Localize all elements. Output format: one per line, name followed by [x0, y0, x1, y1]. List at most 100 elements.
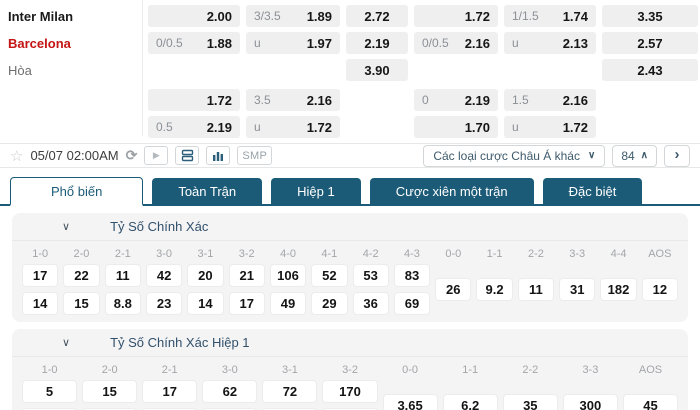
- odds-cell[interactable]: 3/3.5 1.89: [246, 5, 340, 27]
- score-odds-cell[interactable]: 72: [262, 380, 318, 403]
- score-column-4-4: 4-4 182: [600, 245, 637, 315]
- market-count-button[interactable]: 84 ∧: [612, 144, 657, 167]
- score-odds-cell[interactable]: 300: [562, 394, 618, 410]
- score-column-3-2: 3-2 170 141: [322, 361, 378, 410]
- odds-cell[interactable]: u 1.72: [246, 116, 340, 138]
- score-odds-cell[interactable]: 49: [269, 292, 307, 315]
- score-odds-cell[interactable]: 83: [393, 264, 431, 287]
- other-asian-markets-dropdown[interactable]: Các loại cược Châu Á khác ∨: [423, 144, 606, 167]
- score-odds-cell[interactable]: 170: [322, 380, 378, 403]
- score-odds-cell[interactable]: 8.8: [104, 292, 141, 315]
- score-odds-cell[interactable]: 52: [311, 264, 348, 287]
- odds-cell[interactable]: 1.72: [148, 89, 240, 111]
- score-column-1-1: 1-1 9.2: [476, 245, 513, 315]
- score-odds-cell[interactable]: 53: [352, 264, 389, 287]
- tab-cuoc-xien[interactable]: Cược xiên một trận: [369, 178, 534, 204]
- score-column-3-3: 3-3 31: [559, 245, 596, 315]
- score-column-aos: AOS 45: [622, 361, 679, 410]
- odds-cell[interactable]: 0.5 2.19: [148, 116, 240, 138]
- score-odds-cell[interactable]: 3.65: [382, 394, 438, 410]
- score-odds-cell[interactable]: 31: [559, 278, 596, 301]
- smp-badge[interactable]: SMP: [237, 146, 273, 165]
- score-odds-cell[interactable]: 69: [393, 292, 431, 315]
- odds-spacer: [414, 59, 498, 81]
- odds-cell[interactable]: 1.70: [414, 116, 498, 138]
- odds-value: 1.89: [306, 8, 332, 24]
- odds-cell[interactable]: u 2.13: [504, 32, 596, 54]
- score-odds-cell[interactable]: 17: [142, 380, 198, 403]
- section-header-correct-score[interactable]: ∨ Tỷ Số Chính Xác: [12, 213, 688, 241]
- score-odds-cell[interactable]: 26: [435, 278, 472, 301]
- score-odds-cell[interactable]: 14: [187, 292, 224, 315]
- odds-cell[interactable]: 3.90: [346, 59, 408, 81]
- score-odds-cell[interactable]: 141: [322, 408, 378, 410]
- score-boxes: 83 69: [393, 264, 431, 315]
- odds-cell[interactable]: 0 2.19: [414, 89, 498, 111]
- score-odds-cell[interactable]: 22: [63, 264, 100, 287]
- score-odds-cell[interactable]: 20: [187, 264, 224, 287]
- odds-cell[interactable]: 0/0.5 1.88: [148, 32, 240, 54]
- odds-cell[interactable]: 2.19: [346, 32, 408, 54]
- odds-cell[interactable]: u 1.97: [246, 32, 340, 54]
- odds-row: 0.5 2.19 u 1.72 1.70 u 1.72: [8, 116, 700, 138]
- score-odds-cell[interactable]: 15: [82, 380, 138, 403]
- score-odds-cell[interactable]: 17: [228, 292, 265, 315]
- score-odds-cell[interactable]: 11: [104, 264, 141, 287]
- score-column-0-0: 0-0 26: [435, 245, 472, 315]
- score-odds-cell[interactable]: 11: [517, 278, 555, 301]
- score-odds-cell[interactable]: 21: [228, 264, 265, 287]
- odds-value: 2.72: [364, 8, 390, 24]
- odds-cell[interactable]: 1.72: [414, 5, 498, 27]
- odds-value: 2.00: [206, 8, 232, 24]
- score-odds-cell[interactable]: 17: [22, 264, 59, 287]
- odds-cell[interactable]: u 1.72: [504, 116, 596, 138]
- score-odds-cell[interactable]: 15: [63, 292, 100, 315]
- tab-hiep-1[interactable]: Hiệp 1: [271, 178, 361, 204]
- score-odds-cell[interactable]: 62: [202, 380, 258, 403]
- odds-cell[interactable]: 1.5 2.16: [504, 89, 596, 111]
- stats-button[interactable]: [206, 146, 231, 165]
- odds-cell[interactable]: 2.57: [602, 32, 698, 54]
- score-odds-cell[interactable]: 29: [311, 292, 348, 315]
- score-odds-cell[interactable]: 6.2: [442, 394, 498, 410]
- odds-cell[interactable]: 1/1.5 1.74: [504, 5, 596, 27]
- favorite-star-icon[interactable]: ☆: [10, 147, 24, 165]
- score-odds-cell[interactable]: 5: [22, 380, 78, 403]
- score-odds-cell[interactable]: 42: [145, 264, 183, 287]
- play-icon: ▶: [152, 150, 160, 160]
- score-odds-cell[interactable]: 106: [269, 264, 307, 287]
- section-title: Tỷ Số Chính Xác: [110, 219, 209, 234]
- odds-value: 2.19: [464, 92, 490, 108]
- score-odds-cell[interactable]: 35: [502, 394, 558, 410]
- score-odds-cell[interactable]: 182: [600, 278, 637, 301]
- team-name-home: Inter Milan: [8, 8, 74, 24]
- next-button[interactable]: ›: [664, 144, 690, 167]
- score-odds-cell[interactable]: 36: [352, 292, 389, 315]
- odds-value: 2.16: [306, 92, 332, 108]
- odds-cell[interactable]: 0/0.5 2.16: [414, 32, 498, 54]
- tab-pho-bien[interactable]: Phổ biến: [10, 177, 144, 206]
- score-odds-cell[interactable]: 14: [22, 292, 59, 315]
- play-button[interactable]: ▶: [144, 146, 169, 165]
- correct-score-h1-grid: 1-054.252-015102-117153-062353-172503-21…: [12, 357, 688, 410]
- section-header-correct-score-h1[interactable]: ∨ Tỷ Số Chính Xác Hiệp 1: [12, 329, 688, 357]
- score-header: AOS: [648, 248, 672, 260]
- odds-cell[interactable]: 2.00: [148, 5, 240, 27]
- score-odds-cell[interactable]: 9.2: [476, 278, 513, 301]
- odds-cell[interactable]: 3.5 2.16: [246, 89, 340, 111]
- odds-row: Barcelona 0/0.5 1.88 u 1.97 2.19 0/0.5 2.16 u 2.1…: [8, 32, 700, 54]
- stack-view-button[interactable]: [175, 146, 200, 165]
- tab-toan-tran[interactable]: Toàn Trận: [152, 178, 263, 204]
- score-odds-cell[interactable]: 45: [622, 394, 679, 410]
- correct-score-grid: 1-0 17 14 2-0 22 15 2-1 11 8.8 3-0 42 23 3-1 20 14 3-2 2…: [12, 241, 688, 322]
- odds-cell[interactable]: 3.35: [602, 5, 698, 27]
- refresh-icon[interactable]: ⟳: [125, 147, 138, 163]
- odds-cell[interactable]: 2.43: [602, 59, 698, 81]
- tab-dac-biet[interactable]: Đặc biệt: [542, 178, 643, 204]
- odds-value: 3.35: [637, 8, 663, 24]
- odds-cell[interactable]: 2.72: [346, 5, 408, 27]
- score-odds-cell[interactable]: 23: [145, 292, 183, 315]
- row-label-spacer: [8, 89, 142, 111]
- score-odds-cell[interactable]: 12: [641, 278, 678, 301]
- score-column-2-2: 2-2 35: [502, 361, 558, 410]
